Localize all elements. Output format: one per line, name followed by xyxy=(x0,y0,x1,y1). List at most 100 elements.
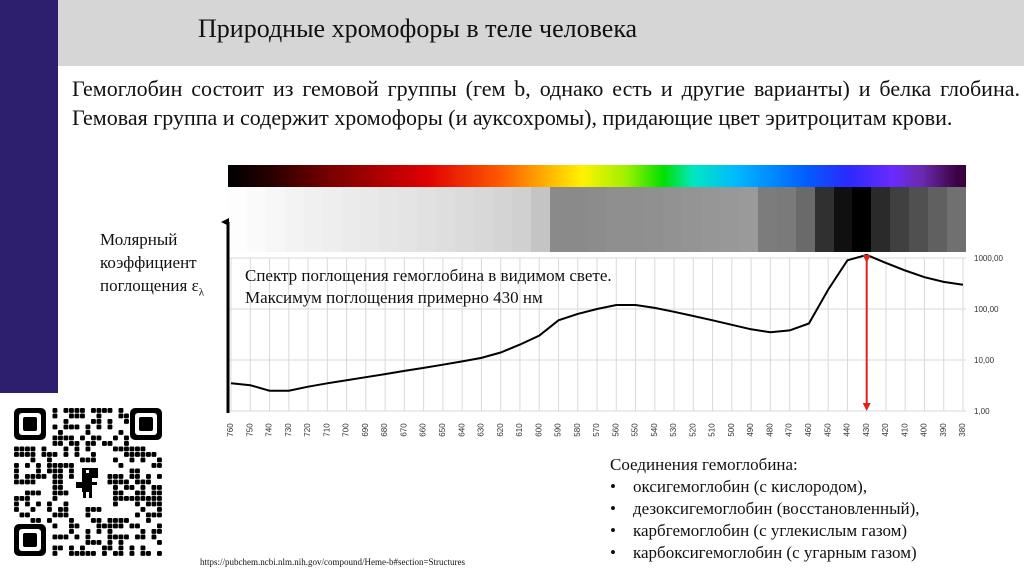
gray-strip-cell xyxy=(795,187,815,252)
dino-icon xyxy=(74,464,104,500)
x-tick-label: 500 xyxy=(727,423,736,437)
x-tick-label: 680 xyxy=(380,423,389,437)
x-tick-label: 570 xyxy=(592,423,601,437)
gray-strip-cell xyxy=(473,187,493,252)
x-tick-label: 750 xyxy=(245,423,254,437)
gray-strip-cell xyxy=(417,187,437,252)
y-tick-label: 1000,00 xyxy=(974,254,1003,263)
x-tick-label: 390 xyxy=(939,423,948,437)
compounds-list: Соединения гемоглобина: оксигемоглобин (… xyxy=(610,454,920,564)
chart-annotation: Спектр поглощения гемоглобина в видимом … xyxy=(245,265,612,309)
y-label-line-2: коэффициент xyxy=(100,253,197,272)
list-item: карбоксигемоглобин (с угарным газом) xyxy=(610,542,920,564)
slide-title: Природные хромофоры в теле человека xyxy=(198,14,638,43)
x-tick-label: 710 xyxy=(322,423,331,437)
intro-paragraph: Гемоглобин состоит из гемовой группы (ге… xyxy=(72,76,1020,130)
gray-strip-cell xyxy=(606,187,626,252)
y-label-line-3: поглощения ε xyxy=(100,276,199,295)
gray-strip-cell xyxy=(379,187,399,252)
y-tick-label: 100,00 xyxy=(974,305,999,314)
gray-strip-cell xyxy=(928,187,948,252)
x-tick-label: 650 xyxy=(438,423,447,437)
gray-strip-cell xyxy=(682,187,702,252)
x-tick-label: 730 xyxy=(284,423,293,437)
x-tick-label: 540 xyxy=(650,423,659,437)
x-tick-label: 720 xyxy=(303,423,312,437)
absorption-curve xyxy=(230,253,964,392)
gray-strip-cell xyxy=(303,187,323,252)
x-tick-label: 510 xyxy=(708,423,717,437)
x-tick-label: 420 xyxy=(881,423,890,437)
annotation-line-1: Спектр поглощения гемоглобина в видимом … xyxy=(245,266,612,285)
x-tick-label: 630 xyxy=(477,423,486,437)
x-tick-label: 380 xyxy=(958,423,967,437)
x-tick-label: 640 xyxy=(457,423,466,437)
gray-strip-cell xyxy=(360,187,380,252)
gray-strip-cell xyxy=(492,187,512,252)
x-tick-label: 530 xyxy=(669,423,678,437)
x-tick-label: 600 xyxy=(534,423,543,437)
gray-strip-cell xyxy=(738,187,758,252)
gray-strip-cell xyxy=(947,187,966,252)
x-tick-label: 700 xyxy=(342,423,351,437)
gray-strip-cell xyxy=(228,187,247,252)
gray-strip-cell xyxy=(549,187,569,252)
x-tick-label: 760 xyxy=(226,423,235,437)
absorption-grayscale-strip xyxy=(228,187,966,252)
gray-strip-cell xyxy=(398,187,418,252)
y-tick-label: 1,00 xyxy=(974,407,990,416)
gray-strip-cell xyxy=(719,187,739,252)
x-tick-label: 560 xyxy=(611,423,620,437)
gray-strip-cell xyxy=(284,187,304,252)
x-tick-label: 590 xyxy=(554,423,563,437)
x-tick-label: 550 xyxy=(631,423,640,437)
annotation-line-2: Максимум поглощения примерно 430 нм xyxy=(245,288,543,307)
y-axis-label: Молярный коэффициент поглощения ελ xyxy=(100,228,204,304)
x-tick-label: 480 xyxy=(765,423,774,437)
x-tick-label: 520 xyxy=(688,423,697,437)
x-tick-label: 460 xyxy=(804,423,813,437)
gray-strip-cell xyxy=(909,187,929,252)
gray-strip-cell xyxy=(757,187,777,252)
y-label-subscript: λ xyxy=(198,286,205,299)
gray-strip-cell xyxy=(701,187,720,252)
list-item: оксигемоглобин (с кислородом), xyxy=(610,476,920,498)
x-tick-label: 410 xyxy=(900,423,909,437)
list-item: дезоксигемоглобин (восстановленный), xyxy=(610,498,920,520)
gray-strip-cell xyxy=(644,187,664,252)
gray-strip-cell xyxy=(511,187,531,252)
y-label-line-1: Молярный xyxy=(100,230,178,249)
gray-strip-cell xyxy=(852,187,872,252)
x-tick-label: 450 xyxy=(823,423,832,437)
x-tick-label: 430 xyxy=(862,423,871,437)
x-tick-label: 740 xyxy=(265,423,274,437)
x-tick-label: 690 xyxy=(361,423,370,437)
gray-strip-cell xyxy=(625,187,645,252)
x-tick-label: 610 xyxy=(515,423,524,437)
gray-strip-cell xyxy=(436,187,456,252)
gray-strip-cell xyxy=(246,187,266,252)
gray-strip-cell xyxy=(587,187,607,252)
gray-strip-cell xyxy=(530,187,550,252)
x-tick-label: 400 xyxy=(920,423,929,437)
source-link[interactable]: https://pubchem.ncbi.nlm.nih.gov/compoun… xyxy=(200,557,466,567)
gray-strip-cell xyxy=(833,187,853,252)
x-tick-label: 660 xyxy=(419,423,428,437)
gray-strip-cell xyxy=(776,187,796,252)
left-accent-bar xyxy=(0,0,58,393)
visible-spectrum-strip xyxy=(228,165,966,187)
compounds-heading: Соединения гемоглобина: xyxy=(610,455,798,474)
x-tick-label: 670 xyxy=(399,423,408,437)
y-tick-label: 10,00 xyxy=(974,356,995,365)
qr-code[interactable] xyxy=(12,406,164,558)
x-tick-label: 490 xyxy=(746,423,755,437)
x-tick-label: 440 xyxy=(843,423,852,437)
list-item: карбгемоглобин (с углекислым газом) xyxy=(610,520,920,542)
gray-strip-cell xyxy=(341,187,361,252)
gray-strip-cell xyxy=(890,187,910,252)
x-tick-label: 580 xyxy=(573,423,582,437)
x-tick-label: 620 xyxy=(496,423,505,437)
gray-strip-cell xyxy=(322,187,342,252)
gray-strip-cell xyxy=(265,187,285,252)
